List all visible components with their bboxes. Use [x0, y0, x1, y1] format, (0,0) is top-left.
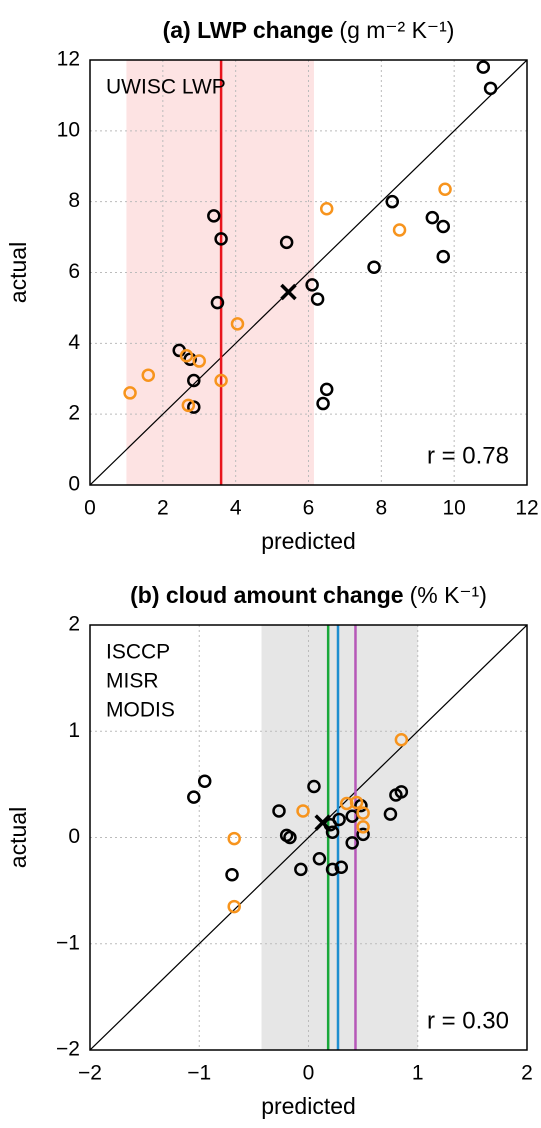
point — [230, 317, 245, 331]
point — [192, 354, 206, 368]
point — [307, 779, 321, 794]
point — [438, 182, 452, 197]
y-tick-label: 10 — [57, 118, 80, 141]
point — [483, 81, 498, 96]
point — [392, 223, 407, 237]
x-tick-label: 2 — [157, 497, 169, 520]
point — [207, 209, 221, 223]
chart-title: (a) LWP change (g m⁻² K⁻¹) — [163, 17, 455, 43]
one-to-one-line — [90, 60, 527, 485]
point — [476, 60, 491, 74]
annotation: r = 0.30 — [427, 1007, 509, 1034]
title-main: (b) cloud amount change — [130, 582, 403, 608]
point — [272, 804, 286, 818]
panel: −2 −1 0 1 2 −2 −1 0 1 2 ISCCP MISR MODIS r = 0.30 (b) … — [5, 582, 533, 1119]
point — [356, 806, 370, 820]
reference-label: MISR — [106, 670, 159, 693]
point — [334, 860, 349, 874]
point — [383, 807, 398, 821]
point — [294, 862, 308, 877]
point — [356, 820, 370, 834]
point — [214, 232, 228, 246]
one-to-one-line — [90, 625, 527, 1050]
x-axis-label: predicted — [261, 528, 356, 554]
x-marker — [280, 283, 297, 301]
x-tick-label: 6 — [303, 497, 315, 520]
point — [325, 862, 340, 877]
point — [227, 899, 241, 914]
x-axis-label: predicted — [261, 1093, 356, 1119]
point — [436, 249, 450, 264]
y-axis-label: actual — [5, 807, 31, 868]
point — [394, 785, 409, 799]
x-tick-label: 8 — [375, 497, 387, 520]
x-tick-label: 0 — [303, 1062, 315, 1085]
point — [305, 278, 319, 292]
y-tick-label: 8 — [68, 189, 80, 212]
reference-label: MODIS — [106, 699, 175, 722]
point — [319, 382, 334, 397]
x-tick-label: 0 — [84, 497, 96, 520]
point — [225, 867, 239, 882]
point — [425, 210, 440, 225]
title-main: (a) LWP change — [163, 17, 334, 43]
y-tick-label: −1 — [56, 931, 80, 954]
x-tick-label: 10 — [442, 497, 465, 520]
point — [345, 836, 359, 850]
point — [385, 194, 400, 209]
x-tick-label: 12 — [515, 497, 538, 520]
y-tick-label: 0 — [68, 473, 80, 496]
point — [181, 398, 196, 413]
point — [187, 790, 201, 804]
point — [349, 795, 364, 810]
point — [325, 825, 340, 839]
title-units: (% K⁻¹) — [410, 582, 487, 608]
point — [123, 386, 137, 400]
point — [332, 812, 346, 827]
point — [227, 831, 241, 846]
x-marker — [314, 814, 331, 831]
point — [356, 827, 370, 842]
point — [210, 295, 225, 310]
point — [279, 235, 294, 250]
point — [312, 852, 327, 866]
panel: 0 2 4 6 8 10 12 0 2 4 6 8 10 12 UWISC LWP r = 0.78 (a) L… — [5, 17, 539, 554]
y-tick-label: 2 — [68, 613, 80, 636]
point — [316, 396, 330, 411]
point — [310, 292, 325, 306]
point — [319, 202, 334, 216]
point — [214, 373, 228, 388]
point — [283, 830, 297, 845]
point — [394, 733, 409, 747]
x-tick-label: 2 — [521, 1062, 533, 1085]
x-tick-label: −2 — [78, 1062, 102, 1085]
y-tick-label: 0 — [68, 825, 80, 848]
plot-frame — [89, 624, 528, 1051]
plot-frame — [89, 59, 528, 486]
x-tick-label: 1 — [412, 1062, 424, 1085]
y-tick-label: 4 — [68, 331, 80, 354]
point — [296, 804, 310, 818]
point — [183, 352, 197, 367]
y-tick-label: 2 — [68, 402, 80, 425]
point — [141, 368, 156, 382]
reference-label: ISCCP — [106, 641, 170, 664]
point — [197, 774, 212, 788]
reference-label: UWISC LWP — [106, 76, 226, 99]
y-tick-label: 12 — [57, 48, 80, 71]
x-tick-label: −1 — [187, 1062, 211, 1085]
x-tick-label: 4 — [230, 497, 242, 520]
y-tick-label: −2 — [56, 1038, 80, 1061]
chart-title: (b) cloud amount change (% K⁻¹) — [130, 582, 487, 608]
y-axis-label: actual — [5, 242, 31, 303]
y-tick-label: 6 — [68, 260, 80, 283]
point — [367, 260, 381, 274]
point — [179, 348, 194, 363]
title-units: (g m⁻² K⁻¹) — [339, 17, 454, 43]
point — [187, 373, 201, 388]
point — [436, 219, 450, 234]
annotation: r = 0.78 — [427, 442, 509, 469]
y-tick-label: 1 — [68, 719, 80, 742]
